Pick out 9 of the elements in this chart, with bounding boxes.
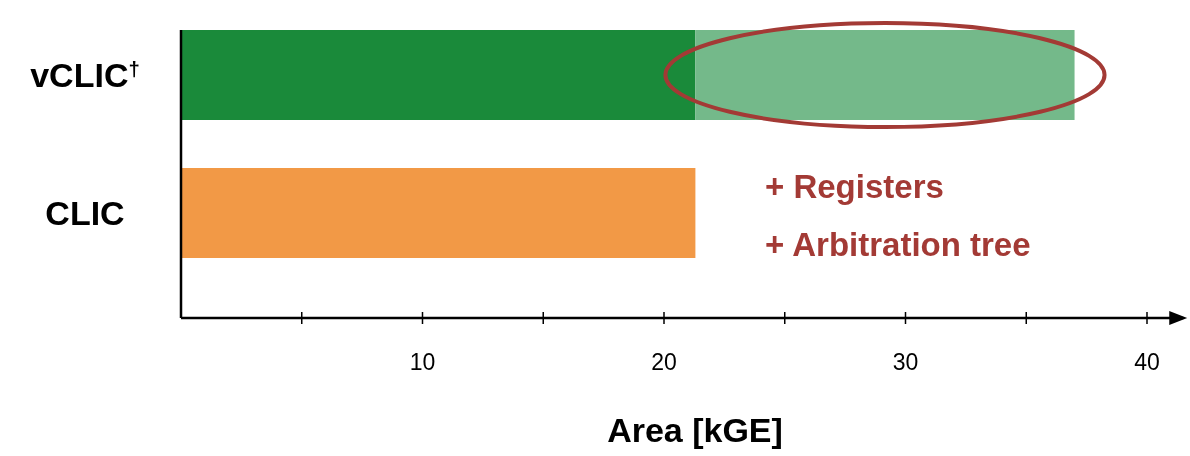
annotation: + Arbitration tree — [765, 226, 1031, 263]
x-tick-label: 40 — [1134, 349, 1160, 375]
y-tick-label: vCLIC$^{†}$ — [30, 56, 140, 94]
x-tick-label: 30 — [892, 349, 919, 375]
y-tick-label: CLIC — [45, 194, 125, 232]
x-axis-title: Area [kGE] — [607, 411, 783, 449]
x-tick-label: 20 — [651, 349, 677, 375]
x-tick-label: 10 — [409, 349, 436, 375]
annotation: + Registers — [765, 168, 944, 205]
